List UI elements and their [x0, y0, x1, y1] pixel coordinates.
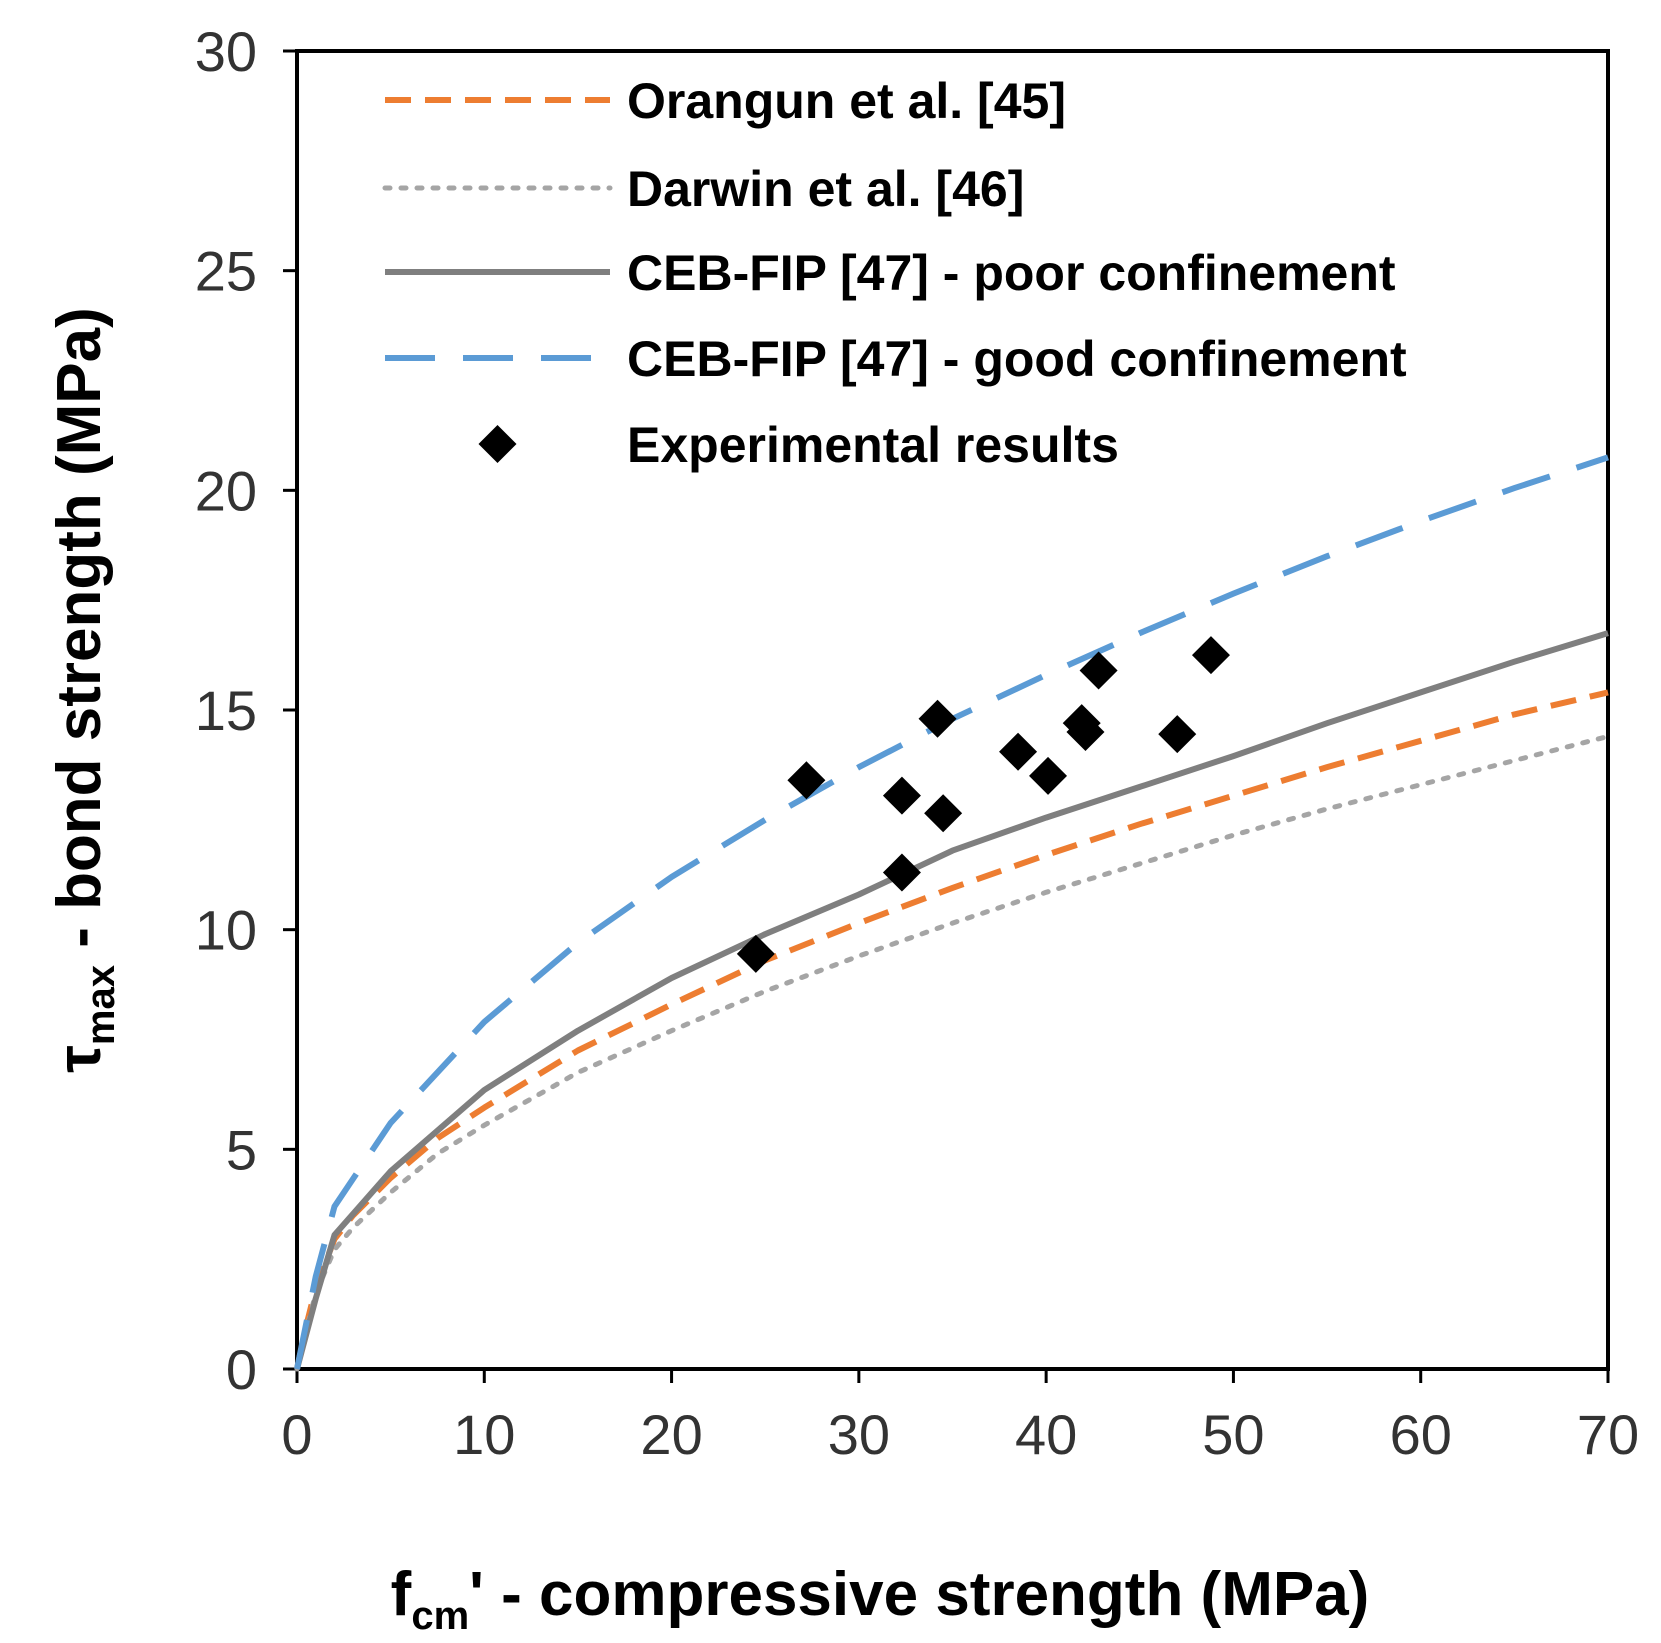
experimental-point-3	[882, 853, 921, 892]
series-line-1	[294, 733, 1611, 1372]
legend-label-experimental: Experimental results	[627, 417, 1119, 473]
experimental-point-5	[924, 794, 963, 833]
legend-label-3: CEB-FIP [47] - good confinement	[627, 331, 1407, 387]
y-tick-label: 15	[195, 679, 257, 742]
y-tick-label: 0	[226, 1338, 257, 1401]
x-tick-label: 60	[1390, 1403, 1452, 1466]
y-tick-label: 30	[195, 20, 257, 83]
x-tick-label: 30	[828, 1403, 890, 1466]
experimental-point-0	[736, 934, 775, 973]
y-tick-label: 10	[195, 899, 257, 962]
y-tick-label: 5	[226, 1118, 257, 1181]
experimental-point-10	[1079, 651, 1118, 690]
experimental-point-1	[787, 761, 826, 800]
legend-swatch-experimental	[478, 425, 517, 463]
x-tick-label: 0	[281, 1403, 312, 1466]
experimental-point-12	[1191, 636, 1230, 675]
axes: 0 10 20 30 40 50 60 70 0 5 10 15 20 25 30	[195, 20, 1639, 1466]
x-tick-label: 10	[453, 1403, 515, 1466]
series-line-3	[294, 454, 1609, 1370]
x-tick-label: 20	[640, 1403, 702, 1466]
experimental-point-4	[918, 699, 957, 738]
y-tick-label: 25	[195, 240, 257, 303]
y-tick-label: 20	[195, 459, 257, 522]
series-line-2	[294, 630, 1609, 1370]
x-tick-label: 70	[1577, 1403, 1639, 1466]
experimental-point-11	[1158, 715, 1197, 754]
experimental-point-6	[999, 732, 1038, 771]
x-tick-label: 50	[1202, 1403, 1264, 1466]
x-axis-title: fcm' - compressive strength (MPa)	[391, 1560, 1370, 1638]
legend: Orangun et al. [45] Darwin et al. [46] CEB…	[382, 73, 1407, 473]
experimental-point-9	[1066, 712, 1105, 751]
legend-label-2: CEB-FIP [47] - poor confinement	[627, 245, 1396, 301]
legend-label-0: Orangun et al. [45]	[627, 73, 1066, 129]
experimental-point-7	[1029, 756, 1068, 795]
legend-label-1: Darwin et al. [46]	[627, 161, 1024, 217]
experimental-point-2	[882, 776, 921, 815]
series-layer	[294, 454, 1611, 1372]
points-layer	[736, 636, 1230, 973]
y-axis-title: τmax - bond strength (MPa)	[45, 307, 123, 1073]
x-tick-label: 40	[1015, 1403, 1077, 1466]
